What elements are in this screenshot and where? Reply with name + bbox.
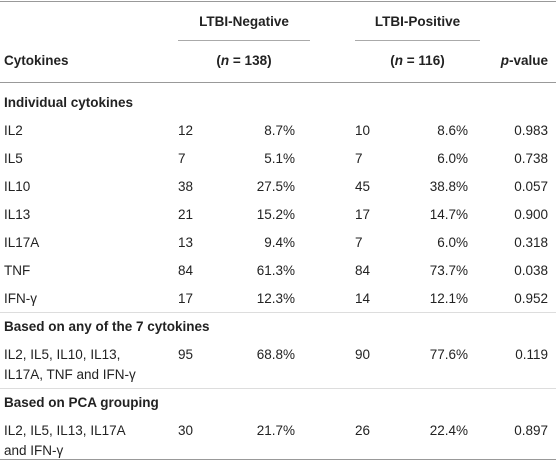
cell: 68.8% xyxy=(256,347,295,362)
cell: 12.3% xyxy=(256,291,295,306)
cell: 14 xyxy=(355,291,371,306)
cell: 84 xyxy=(355,263,371,278)
group-label: LTBI-Negative xyxy=(199,14,289,29)
cell: 77.6% xyxy=(429,347,468,362)
cell: 30 xyxy=(178,423,194,438)
cell: 12 xyxy=(178,123,194,138)
p-label: p-value xyxy=(501,52,548,70)
cell: IL2 xyxy=(4,123,23,138)
cell: 0.738 xyxy=(514,151,548,166)
cell: 22.4% xyxy=(429,423,468,438)
n-label: (n = 138) xyxy=(178,52,310,70)
cell: 7 xyxy=(355,235,363,250)
cell: 0.057 xyxy=(514,179,548,194)
cell: 0.983 xyxy=(514,123,548,138)
top-rule xyxy=(0,1,556,2)
n-label-part: ( xyxy=(390,53,395,68)
cell: and IFN-γ xyxy=(4,443,64,458)
group-rule xyxy=(178,40,310,41)
cell: 17 xyxy=(178,291,194,306)
cell: 12.1% xyxy=(429,291,468,306)
cell: 38.8% xyxy=(429,179,468,194)
cell: 8.6% xyxy=(437,123,468,138)
cell: 45 xyxy=(355,179,371,194)
cell: IL17A xyxy=(4,235,40,250)
cell: IL2, IL5, IL13, IL17A xyxy=(4,423,126,438)
column-header: Cytokines xyxy=(4,53,69,68)
section-title: Based on PCA grouping xyxy=(4,395,159,410)
cell: IL10 xyxy=(4,179,31,194)
p-label-part: p xyxy=(500,53,509,68)
cell: 14.7% xyxy=(429,207,468,222)
cell: 0.038 xyxy=(514,263,548,278)
cell: 95 xyxy=(178,347,194,362)
cell: 5.1% xyxy=(264,151,295,166)
n-label-part: = 138) xyxy=(229,53,272,68)
cell: 0.900 xyxy=(514,207,548,222)
cell: 9.4% xyxy=(264,235,295,250)
cell: 6.0% xyxy=(437,235,468,250)
cell: 0.897 xyxy=(514,423,548,438)
n-label-part: ( xyxy=(216,53,221,68)
group-rule xyxy=(355,40,480,41)
cell: 17 xyxy=(355,207,371,222)
n-label: (n = 116) xyxy=(355,52,480,70)
section-title: Based on any of the 7 cytokines xyxy=(4,319,210,334)
cell: 26 xyxy=(355,423,371,438)
cell: 0.952 xyxy=(514,291,548,306)
section-title: Individual cytokines xyxy=(4,95,134,110)
cell: 27.5% xyxy=(256,179,295,194)
header-rule xyxy=(0,82,556,83)
cell: 7 xyxy=(178,151,186,166)
cell: 38 xyxy=(178,179,194,194)
n-label-part: n xyxy=(220,53,230,68)
cell: 21.7% xyxy=(256,423,295,438)
cell: IL13 xyxy=(4,207,31,222)
cell: 8.7% xyxy=(264,123,295,138)
cell: 7 xyxy=(355,151,363,166)
cell: 90 xyxy=(355,347,371,362)
cell: 6.0% xyxy=(437,151,468,166)
cell: TNF xyxy=(4,263,31,278)
cell: 0.318 xyxy=(514,235,548,250)
group-label: LTBI-Positive xyxy=(374,14,461,29)
section-rule xyxy=(0,388,556,389)
cell: IL5 xyxy=(4,151,23,166)
cell: 15.2% xyxy=(256,207,295,222)
n-label-part: n xyxy=(394,53,404,68)
cell: 10 xyxy=(355,123,371,138)
cell: IL2, IL5, IL10, IL13, xyxy=(4,347,121,362)
n-label-part: = 116) xyxy=(403,53,445,68)
cell: 73.7% xyxy=(429,263,468,278)
section-rule xyxy=(0,312,556,313)
bottom-rule xyxy=(0,459,556,460)
p-label-part: -value xyxy=(508,53,548,68)
cell: 13 xyxy=(178,235,194,250)
cell: 0.119 xyxy=(515,347,548,362)
cell: 84 xyxy=(178,263,194,278)
cell: IL17A, TNF and IFN-γ xyxy=(4,367,136,382)
cell: IFN-γ xyxy=(4,291,37,306)
cell: 21 xyxy=(178,207,194,222)
cell: 61.3% xyxy=(256,263,295,278)
